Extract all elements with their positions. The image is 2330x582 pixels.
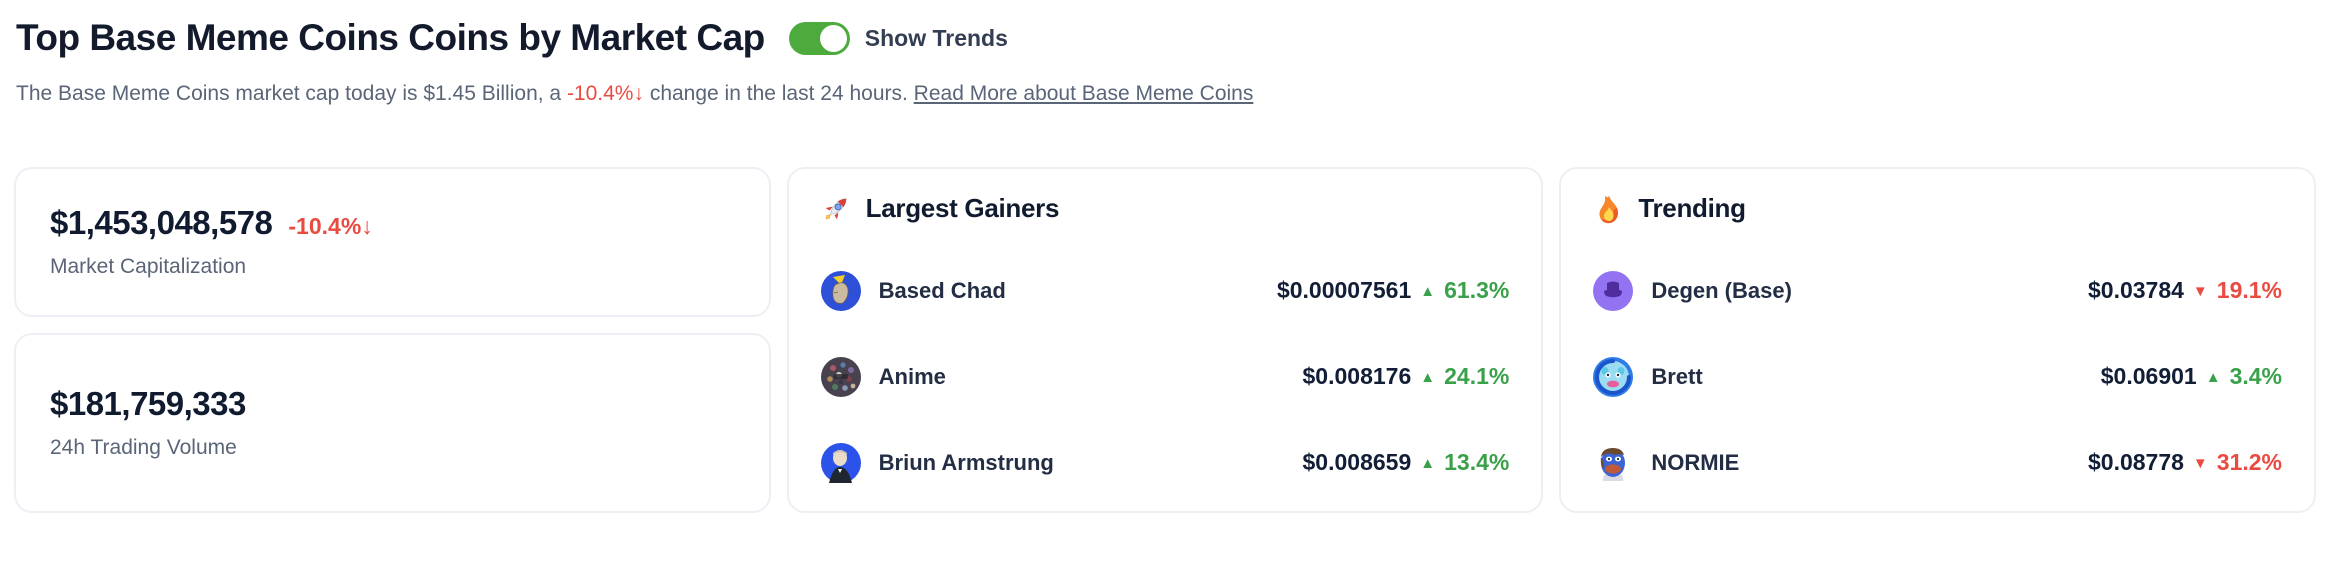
coin-name: NORMIE — [1651, 449, 1740, 475]
degen-base-avatar — [1593, 270, 1634, 311]
summary-change: -10.4%↓ — [567, 82, 644, 105]
change-up-icon: ▲ — [1420, 455, 1436, 473]
rocket-icon — [821, 193, 853, 225]
down-arrow-glyph: ↓ — [633, 82, 644, 106]
page-header: Top Base Meme Coins Coins by Market Cap … — [0, 0, 2330, 60]
coin-name: Anime — [878, 363, 946, 389]
coin-name: Briun Armstrung — [878, 449, 1054, 475]
largest-gainers-card: Largest Gainers Based Chad $0.00007561 ▲… — [786, 166, 1544, 513]
coin-name: Brett — [1651, 363, 1703, 389]
down-arrow-glyph: ↓ — [361, 213, 373, 240]
price-group: $0.008659 ▲ 13.4% — [1303, 449, 1510, 476]
cards-grid: $1,453,048,578 -10.4%↓ Market Capitaliza… — [14, 166, 2316, 513]
show-trends-toggle[interactable] — [788, 21, 850, 55]
coin-price: $0.00007561 — [1276, 277, 1412, 304]
summary-prefix: The Base Meme Coins market cap today is … — [16, 82, 567, 106]
coin-row-normie[interactable]: NORMIE $0.08778 ▼ 31.2% — [1593, 443, 2282, 483]
coin-change: 31.2% — [2216, 449, 2282, 476]
volume-value: $181,759,333 — [50, 385, 246, 423]
brett-avatar — [1593, 356, 1634, 397]
trending-title: Trending — [1638, 193, 1746, 224]
show-trends-label: Show Trends — [864, 24, 1008, 51]
summary-suffix: change in the last 24 hours. — [643, 82, 914, 106]
stats-column: $1,453,048,578 -10.4%↓ Market Capitaliza… — [14, 166, 771, 513]
coin-price: $0.06901 — [2100, 363, 2197, 390]
trading-volume-card: $181,759,333 24h Trading Volume — [14, 332, 771, 513]
price-group: $0.03784 ▼ 19.1% — [2088, 277, 2282, 304]
coin-change: 19.1% — [2216, 277, 2282, 304]
volume-label: 24h Trading Volume — [50, 436, 237, 460]
largest-gainers-header: Largest Gainers — [821, 193, 1510, 225]
coin-row-anime[interactable]: Anime $0.008176 ▲ 24.1% — [820, 356, 1510, 397]
coin-row-brett[interactable]: Brett $0.06901 ▲ 3.4% — [1593, 356, 2282, 397]
coin-name: Degen (Base) — [1651, 277, 1792, 303]
anime-avatar — [820, 356, 861, 397]
price-group: $0.00007561 ▲ 61.3% — [1277, 277, 1509, 304]
market-cap-change-badge: -10.4%↓ — [288, 213, 372, 240]
volume-value-row: $181,759,333 — [50, 385, 735, 423]
summary-change-value: -10.4% — [566, 82, 634, 106]
price-group: $0.06901 ▲ 3.4% — [2101, 363, 2282, 390]
coin-change: 3.4% — [2229, 363, 2282, 390]
price-group: $0.08778 ▼ 31.2% — [2088, 449, 2282, 476]
coin-price: $0.008659 — [1302, 449, 1412, 476]
coin-change: 24.1% — [1444, 363, 1510, 390]
based-chad-avatar — [820, 270, 861, 311]
market-cap-value: $1,453,048,578 — [50, 204, 273, 242]
trending-card: Trending Degen (Base) $0.03784 ▼ 19.1% — [1559, 166, 2316, 513]
market-cap-value-row: $1,453,048,578 -10.4%↓ — [50, 204, 735, 242]
change-up-icon: ▲ — [1420, 369, 1436, 387]
price-group: $0.008176 ▲ 24.1% — [1303, 363, 1510, 390]
coin-row-briun-armstrung[interactable]: Briun Armstrung $0.008659 ▲ 13.4% — [820, 442, 1510, 483]
change-up-icon: ▲ — [1420, 283, 1436, 301]
coin-row-degen-base[interactable]: Degen (Base) $0.03784 ▼ 19.1% — [1593, 270, 2282, 311]
market-cap-change-value: -10.4% — [288, 213, 362, 240]
market-cap-label: Market Capitalization — [50, 255, 247, 279]
flame-icon — [1593, 193, 1625, 225]
coin-price: $0.08778 — [2087, 449, 2184, 476]
coin-price: $0.03784 — [2087, 277, 2184, 304]
normie-avatar — [1593, 443, 1633, 483]
change-down-icon: ▼ — [2192, 283, 2208, 301]
change-down-icon: ▼ — [2192, 455, 2208, 473]
trending-header: Trending — [1593, 193, 2282, 225]
largest-gainers-title: Largest Gainers — [865, 193, 1060, 224]
briun-armstrung-avatar — [820, 442, 861, 483]
coin-change: 61.3% — [1444, 277, 1510, 304]
coin-price: $0.008176 — [1302, 363, 1412, 390]
market-summary: The Base Meme Coins market cap today is … — [16, 80, 2316, 108]
page-title: Top Base Meme Coins Coins by Market Cap — [16, 17, 765, 58]
change-up-icon: ▲ — [2205, 369, 2221, 387]
read-more-link[interactable]: Read More about Base Meme Coins — [913, 82, 1254, 106]
coin-row-based-chad[interactable]: Based Chad $0.00007561 ▲ 61.3% — [820, 270, 1509, 311]
toggle-knob — [819, 24, 847, 52]
coin-change: 13.4% — [1444, 449, 1510, 476]
market-cap-card: $1,453,048,578 -10.4%↓ Market Capitaliza… — [14, 166, 771, 317]
coin-name: Based Chad — [878, 277, 1006, 303]
